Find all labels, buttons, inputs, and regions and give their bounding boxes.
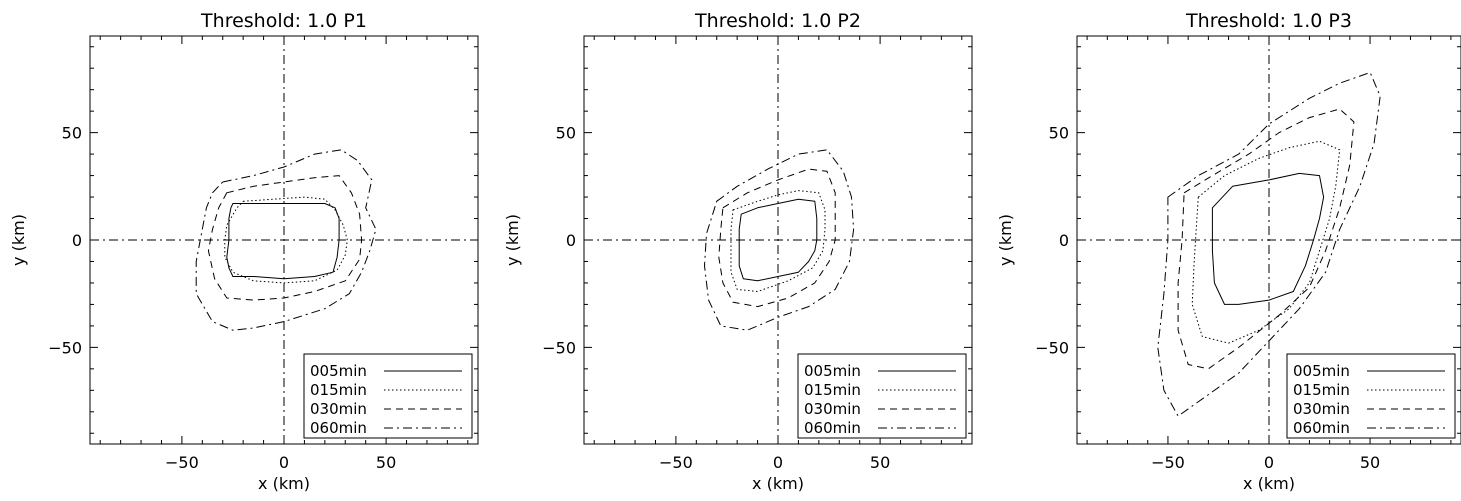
series-line-060min (704, 149, 855, 331)
y-tick-label: 50 (1049, 124, 1069, 143)
y-tick-label: −50 (542, 338, 576, 357)
x-tick-label: −50 (659, 453, 693, 472)
chart-title: Threshold: 1.0 P2 (694, 10, 861, 32)
series-line-030min (207, 175, 363, 301)
panel-3: Threshold: 1.0 P3 −50 −50 0 0 50 50 x (km) y (km… (996, 10, 1461, 493)
series-line-030min (1177, 108, 1355, 370)
legend-label: 015min (310, 381, 367, 399)
series-line-015min (730, 190, 826, 292)
x-axis-label: x (km) (258, 474, 310, 493)
legend-box (303, 353, 473, 439)
x-axis-label: x (km) (752, 474, 804, 493)
legend-label: 060min (310, 419, 367, 437)
chart-title: Threshold: 1.0 P3 (1185, 10, 1352, 32)
y-axis-label: y (km) (503, 214, 522, 266)
panel-2: Threshold: 1.0 P2 −50 −50 0 0 50 50 x (km) y (km… (503, 10, 973, 493)
y-axis-label: y (km) (9, 214, 28, 266)
series-line-005min (1211, 172, 1325, 305)
y-tick-label: −50 (1035, 338, 1069, 357)
series-line-030min (718, 168, 836, 308)
legend-label: 030min (1293, 400, 1350, 418)
x-tick-label: 0 (1264, 453, 1274, 472)
y-tick-label: 0 (1059, 231, 1069, 250)
y-tick-label: 0 (72, 231, 82, 250)
x-tick-label: −50 (165, 453, 199, 472)
series-line-005min (738, 198, 818, 282)
legend-label: 060min (804, 419, 861, 437)
x-tick-label: 50 (376, 453, 396, 472)
chart-title: Threshold: 1.0 P1 (200, 10, 367, 32)
legend-box (797, 353, 967, 439)
y-tick-label: 0 (566, 231, 576, 250)
legend-label: 030min (804, 400, 861, 418)
series-line-015min (1191, 140, 1341, 344)
legend-label: 030min (310, 400, 367, 418)
legend-label: 015min (804, 381, 861, 399)
legend-label: 005min (310, 362, 367, 380)
x-tick-label: −50 (1151, 453, 1185, 472)
x-tick-label: 0 (279, 453, 289, 472)
series-line-005min (226, 203, 340, 280)
y-tick-label: 50 (556, 124, 576, 143)
panel-1: Threshold: 1.0 P1 −50 −50 0 0 50 50 x (km) y (km… (9, 10, 479, 493)
legend-label: 015min (1293, 381, 1350, 399)
legend-box (1286, 353, 1456, 439)
y-axis-label: y (km) (996, 214, 1015, 266)
series-line-060min (1157, 72, 1381, 417)
legend-label: 005min (804, 362, 861, 380)
x-tick-label: 50 (1360, 453, 1380, 472)
x-axis-label: x (km) (1243, 474, 1295, 493)
y-tick-label: −50 (48, 338, 82, 357)
x-tick-label: 0 (773, 453, 783, 472)
legend-label: 005min (1293, 362, 1350, 380)
series-line-060min (195, 149, 377, 331)
y-tick-label: 50 (62, 124, 82, 143)
x-tick-label: 50 (870, 453, 890, 472)
legend-label: 060min (1293, 419, 1350, 437)
